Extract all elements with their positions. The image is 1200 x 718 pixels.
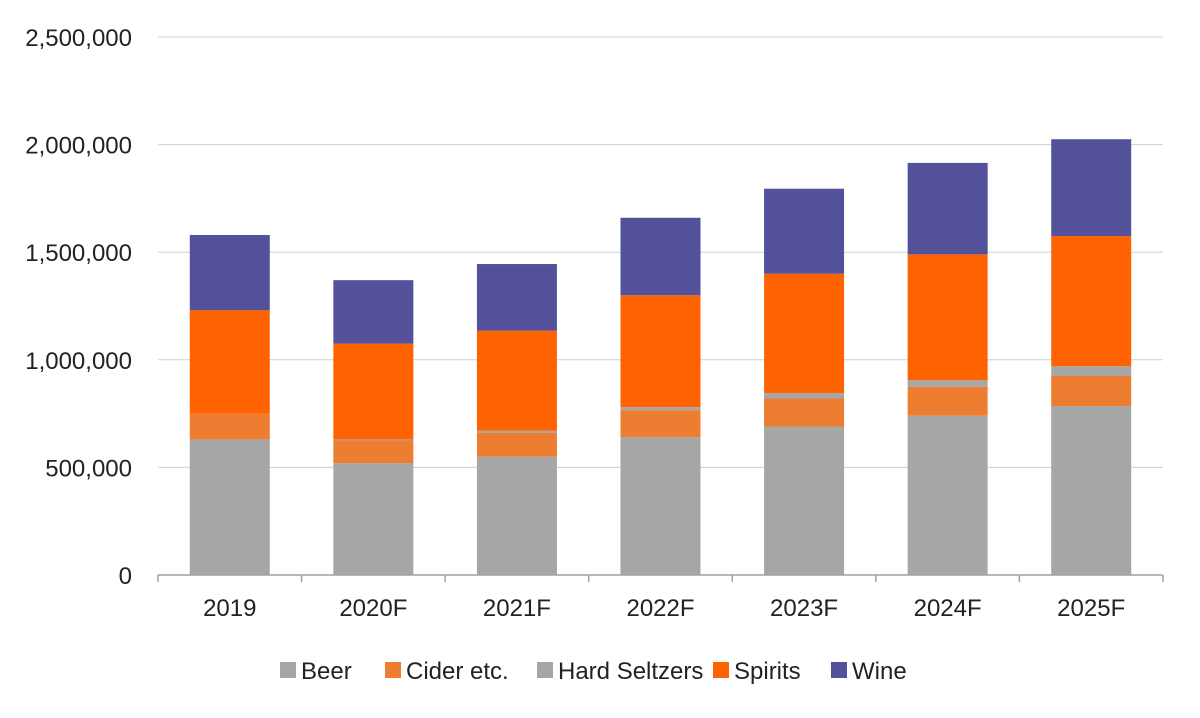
bar-segment-beer [620,437,701,575]
legend-label: Wine [852,658,907,685]
bar-segment-wine [333,280,414,344]
bar-segment-wine [1051,139,1132,237]
y-axis-tick-labels: 0 500,000 1,000,000 1,500,000 2,000,000 2,500… [25,25,132,590]
bar-segment-spirits [1051,236,1132,367]
bar-segment-cider-etc [907,386,988,416]
bar-segment-spirits [476,330,557,431]
y-tick-label: 1,500,000 [25,240,132,267]
x-tick-label: 2025F [1057,595,1125,622]
x-tick-label: 2020F [339,595,407,622]
bar-segment-hard-seltzers [620,407,701,411]
bar-segment-wine [907,162,988,255]
y-tick-label: 0 [119,563,132,590]
legend-label: Beer [301,658,352,685]
bar-segment-hard-seltzers [907,380,988,387]
bar-segment-cider-etc [620,410,701,438]
y-tick-label: 1,000,000 [25,348,132,375]
bar-segment-beer [1051,406,1132,575]
y-tick-label: 2,500,000 [25,25,132,52]
bar-segment-spirits [189,310,270,414]
bar-segment-beer [907,415,988,575]
legend-swatch [831,662,847,678]
legend-swatch [280,662,296,678]
bar-segment-cider-etc [189,413,270,440]
legend-label: Hard Seltzers [558,658,703,685]
bar-segment-spirits [764,273,845,394]
x-tick-label: 2023F [770,595,838,622]
bar-segment-cider-etc [764,398,845,427]
bar-segment-spirits [333,343,414,440]
bar-segment-cider-etc [1051,375,1132,407]
x-tick-label: 2019 [203,595,256,622]
bar-segment-beer [333,463,414,575]
legend-swatch [537,662,553,678]
bar-segment-wine [476,264,557,331]
y-tick-label: 2,000,000 [25,133,132,160]
bar-segment-beer [189,439,270,575]
bar-segment-wine [620,217,701,296]
bar-segment-beer [476,456,557,575]
legend-swatch [713,662,729,678]
legend-label: Cider etc. [406,658,509,685]
legend: Beer Cider etc. Hard Seltzers Spirits Wine [280,658,907,685]
x-tick-label: 2022F [626,595,694,622]
bar-segment-hard-seltzers [764,393,845,399]
x-tick-label: 2021F [483,595,551,622]
x-axis [157,574,1164,582]
bar-segment-cider-etc [476,432,557,457]
legend-label: Spirits [734,658,801,685]
bar-segment-wine [189,234,270,311]
x-tick-label: 2024F [914,595,982,622]
bars [189,139,1132,575]
bar-segment-wine [764,188,845,274]
legend-swatch [385,662,401,678]
bar-segment-hard-seltzers [476,430,557,433]
bar-segment-spirits [620,295,701,408]
bar-segment-spirits [907,254,988,381]
bar-segment-hard-seltzers [1051,366,1132,376]
bar-segment-beer [764,426,845,575]
x-axis-tick-labels: 2019 2020F 2021F 2022F 2023F 2024F 2025F [203,595,1125,622]
bar-segment-hard-seltzers [333,439,414,441]
bar-segment-cider-etc [333,440,414,464]
y-tick-label: 500,000 [45,455,132,482]
